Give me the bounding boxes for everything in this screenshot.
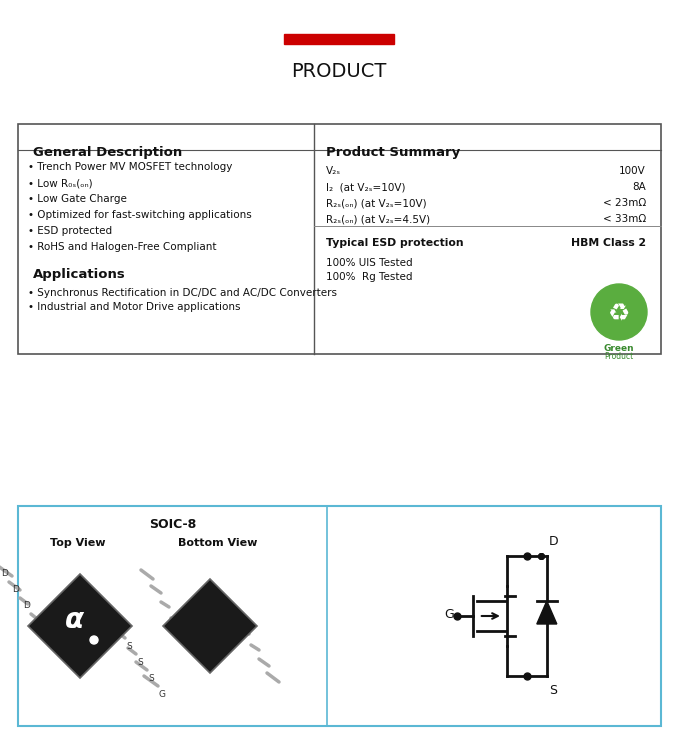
Text: • RoHS and Halogen-Free Compliant: • RoHS and Halogen-Free Compliant: [28, 242, 217, 252]
Bar: [284, 34, 394, 44]
Text: G: G: [444, 608, 454, 620]
Text: R₂ₛ(ₒₙ) (at V₂ₛ=10V): R₂ₛ(ₒₙ) (at V₂ₛ=10V): [326, 198, 426, 208]
Text: D: D: [13, 585, 20, 594]
Text: Product: Product: [604, 352, 634, 361]
Text: General Description: General Description: [33, 146, 182, 159]
Text: • Optimized for fast-switching applications: • Optimized for fast-switching applicati…: [28, 210, 252, 220]
Text: R₂ₛ(ₒₙ) (at V₂ₛ=4.5V): R₂ₛ(ₒₙ) (at V₂ₛ=4.5V): [326, 214, 430, 224]
Text: PRODUCT: PRODUCT: [291, 62, 386, 81]
Text: S: S: [137, 658, 143, 667]
Text: G: G: [158, 690, 166, 699]
Bar: [18, 506, 661, 726]
Text: Green: Green: [604, 344, 634, 353]
Text: Top View: Top View: [50, 538, 106, 548]
Text: < 33mΩ: < 33mΩ: [603, 214, 646, 224]
Text: V₂ₛ: V₂ₛ: [326, 166, 341, 176]
Bar: [18, 124, 661, 354]
Circle shape: [90, 636, 98, 644]
Text: D: D: [24, 601, 31, 610]
Text: Product Summary: Product Summary: [326, 146, 460, 159]
Text: α: α: [65, 606, 84, 634]
Text: Bottom View: Bottom View: [179, 538, 258, 548]
Text: < 23mΩ: < 23mΩ: [603, 198, 646, 208]
Text: ♻: ♻: [608, 302, 630, 326]
Text: I₂  (at V₂ₛ=10V): I₂ (at V₂ₛ=10V): [326, 182, 405, 192]
Text: D: D: [1, 569, 8, 578]
Text: 100% UIS Tested: 100% UIS Tested: [326, 258, 412, 268]
Text: • Industrial and Motor Drive applications: • Industrial and Motor Drive application…: [28, 302, 240, 312]
Text: Typical ESD protection: Typical ESD protection: [326, 238, 463, 248]
Text: HBM Class 2: HBM Class 2: [571, 238, 646, 248]
Circle shape: [591, 284, 647, 340]
Text: S: S: [549, 684, 557, 697]
Text: • Synchronus Rectification in DC/DC and AC/DC Converters: • Synchronus Rectification in DC/DC and …: [28, 288, 337, 298]
Text: 8A: 8A: [632, 182, 646, 192]
Text: 100V: 100V: [619, 166, 646, 176]
Text: D: D: [549, 535, 558, 548]
Polygon shape: [28, 574, 132, 678]
Text: • Trench Power MV MOSFET technology: • Trench Power MV MOSFET technology: [28, 162, 232, 172]
Text: SOIC-8: SOIC-8: [149, 518, 196, 531]
Text: • Low Gate Charge: • Low Gate Charge: [28, 194, 127, 204]
Text: • ESD protected: • ESD protected: [28, 226, 112, 236]
Polygon shape: [537, 601, 557, 624]
Text: S: S: [126, 642, 132, 651]
Text: Applications: Applications: [33, 268, 126, 281]
Text: • Low R₀ₛ(ₒₙ): • Low R₀ₛ(ₒₙ): [28, 178, 92, 188]
Polygon shape: [163, 579, 257, 673]
Text: S: S: [148, 674, 154, 683]
Text: 100%  Rg Tested: 100% Rg Tested: [326, 272, 412, 282]
